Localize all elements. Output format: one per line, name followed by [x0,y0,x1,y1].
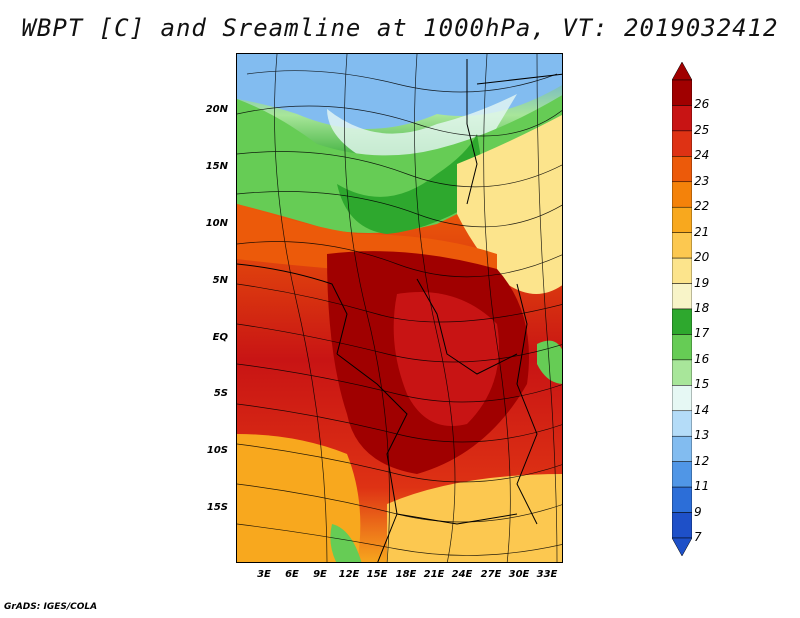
colorbar-cell [672,486,692,513]
lat-tick-15n: 15N [205,161,228,172]
country-borders [237,59,562,562]
colorbar-label: 22 [694,199,710,214]
lon-tick-18e: 18E [395,569,417,580]
colorbar-label: 15 [694,377,710,392]
colorbar-cells [672,62,692,556]
lat-tick-15s: 15S [206,502,228,513]
colorbar-cell [672,257,692,284]
yellow-region-southeast [387,474,562,562]
colorbar-cell [672,105,692,132]
colorbar-cell [672,206,692,233]
colorbar-cell [672,461,692,488]
colorbar-cell [672,359,692,386]
colorbar-label: 7 [694,530,702,544]
colorbar-top-arrow [672,62,692,81]
green-patch-south [330,524,362,562]
green-band-dark [337,134,487,234]
lon-tick-33e: 33E [536,569,558,580]
colorbar-label: 25 [694,122,710,137]
colorbar-label: 13 [694,428,710,443]
lat-tick-5s: 5S [213,388,228,399]
credit-text: GrADS: IGES/COLA [4,602,98,612]
colorbar-cell [672,308,692,335]
colorbar-cell [672,410,692,437]
colorbar-cell [672,232,692,259]
colorbar-cell [672,283,692,310]
lon-tick-21e: 21E [423,569,445,580]
colorbar-label: 19 [694,275,710,290]
wbpt-map [237,54,562,562]
colorbar-cell [672,156,692,183]
colorbar-label: 9 [694,504,702,519]
lon-tick-27e: 27E [480,569,502,580]
chart-title: WBPT [C] and Sreamline at 1000hPa, VT: 2… [21,14,779,42]
lon-tick-3e: 3E [257,569,271,580]
colorbar-label: 26 [694,97,710,112]
colorbar-cell [672,512,692,539]
colorbar-label: 24 [694,148,710,163]
green-patch-east [537,340,562,384]
colorbar-cell [672,435,692,462]
hot-core-inner [393,292,499,426]
lat-tick-10s: 10S [206,445,228,456]
colorbar-label: 16 [694,351,710,366]
colorbar-label: 14 [694,402,710,417]
colorbar-cell [672,79,692,106]
colorbar-label: 21 [694,224,710,239]
colorbar [672,62,692,556]
map-plot-area [236,53,563,563]
colorbar-cell [672,181,692,208]
lat-tick-eq: EQ [212,332,228,343]
lon-tick-6e: 6E [285,569,299,580]
lon-tick-30e: 30E [508,569,530,580]
lat-tick-5n: 5N [212,275,228,286]
colorbar-label: 18 [694,301,710,315]
lat-tick-10n: 10N [205,218,228,229]
colorbar-cell [672,334,692,361]
lon-tick-15e: 15E [366,569,388,580]
colorbar-label: 11 [694,479,710,494]
colorbar-cell [672,130,692,157]
lon-tick-12e: 12E [338,569,360,580]
colorbar-label: 12 [694,453,710,468]
colorbar-bottom-arrow [672,537,692,556]
colorbar-label: 20 [694,250,710,265]
lon-tick-9e: 9E [313,569,327,580]
colorbar-cell [672,385,692,412]
colorbar-label: 23 [694,173,710,188]
lon-tick-24e: 24E [451,569,473,580]
lat-tick-20n: 20N [205,104,228,115]
colorbar-label: 17 [694,326,710,341]
yellow-region-southwest [237,434,361,562]
yellow-region-east [457,115,562,294]
